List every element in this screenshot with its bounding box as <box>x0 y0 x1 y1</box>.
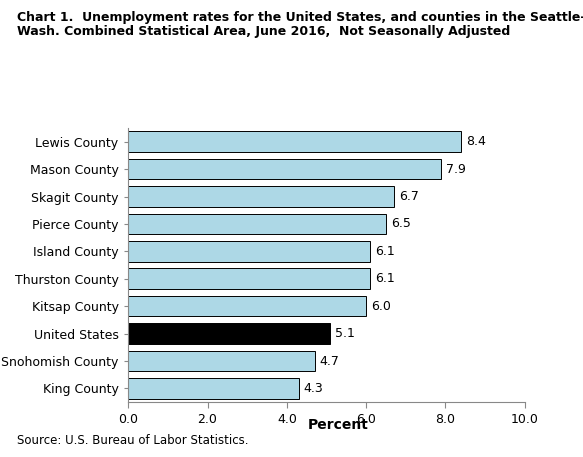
Bar <box>128 159 441 180</box>
Text: 4.3: 4.3 <box>304 382 323 395</box>
Bar <box>128 214 386 234</box>
Text: 5.1: 5.1 <box>335 327 355 340</box>
Bar <box>128 269 370 289</box>
Text: Percent: Percent <box>308 418 368 432</box>
Bar <box>128 186 394 207</box>
Bar <box>128 241 370 261</box>
Text: 6.5: 6.5 <box>391 218 410 230</box>
Text: 6.1: 6.1 <box>375 272 395 285</box>
Text: 6.7: 6.7 <box>399 190 419 203</box>
Text: 6.0: 6.0 <box>371 300 391 313</box>
Text: Chart 1.  Unemployment rates for the United States, and counties in the Seattle-: Chart 1. Unemployment rates for the Unit… <box>17 11 583 24</box>
Text: 8.4: 8.4 <box>466 135 486 148</box>
Text: 4.7: 4.7 <box>319 355 339 367</box>
Text: 7.9: 7.9 <box>446 163 466 175</box>
Bar <box>128 132 461 152</box>
Bar <box>128 324 331 344</box>
Bar <box>128 296 366 316</box>
Bar <box>128 378 298 399</box>
Text: Wash. Combined Statistical Area, June 2016,  Not Seasonally Adjusted: Wash. Combined Statistical Area, June 20… <box>17 25 511 38</box>
Bar <box>128 351 315 371</box>
Text: 6.1: 6.1 <box>375 245 395 258</box>
Text: Source: U.S. Bureau of Labor Statistics.: Source: U.S. Bureau of Labor Statistics. <box>17 434 249 447</box>
